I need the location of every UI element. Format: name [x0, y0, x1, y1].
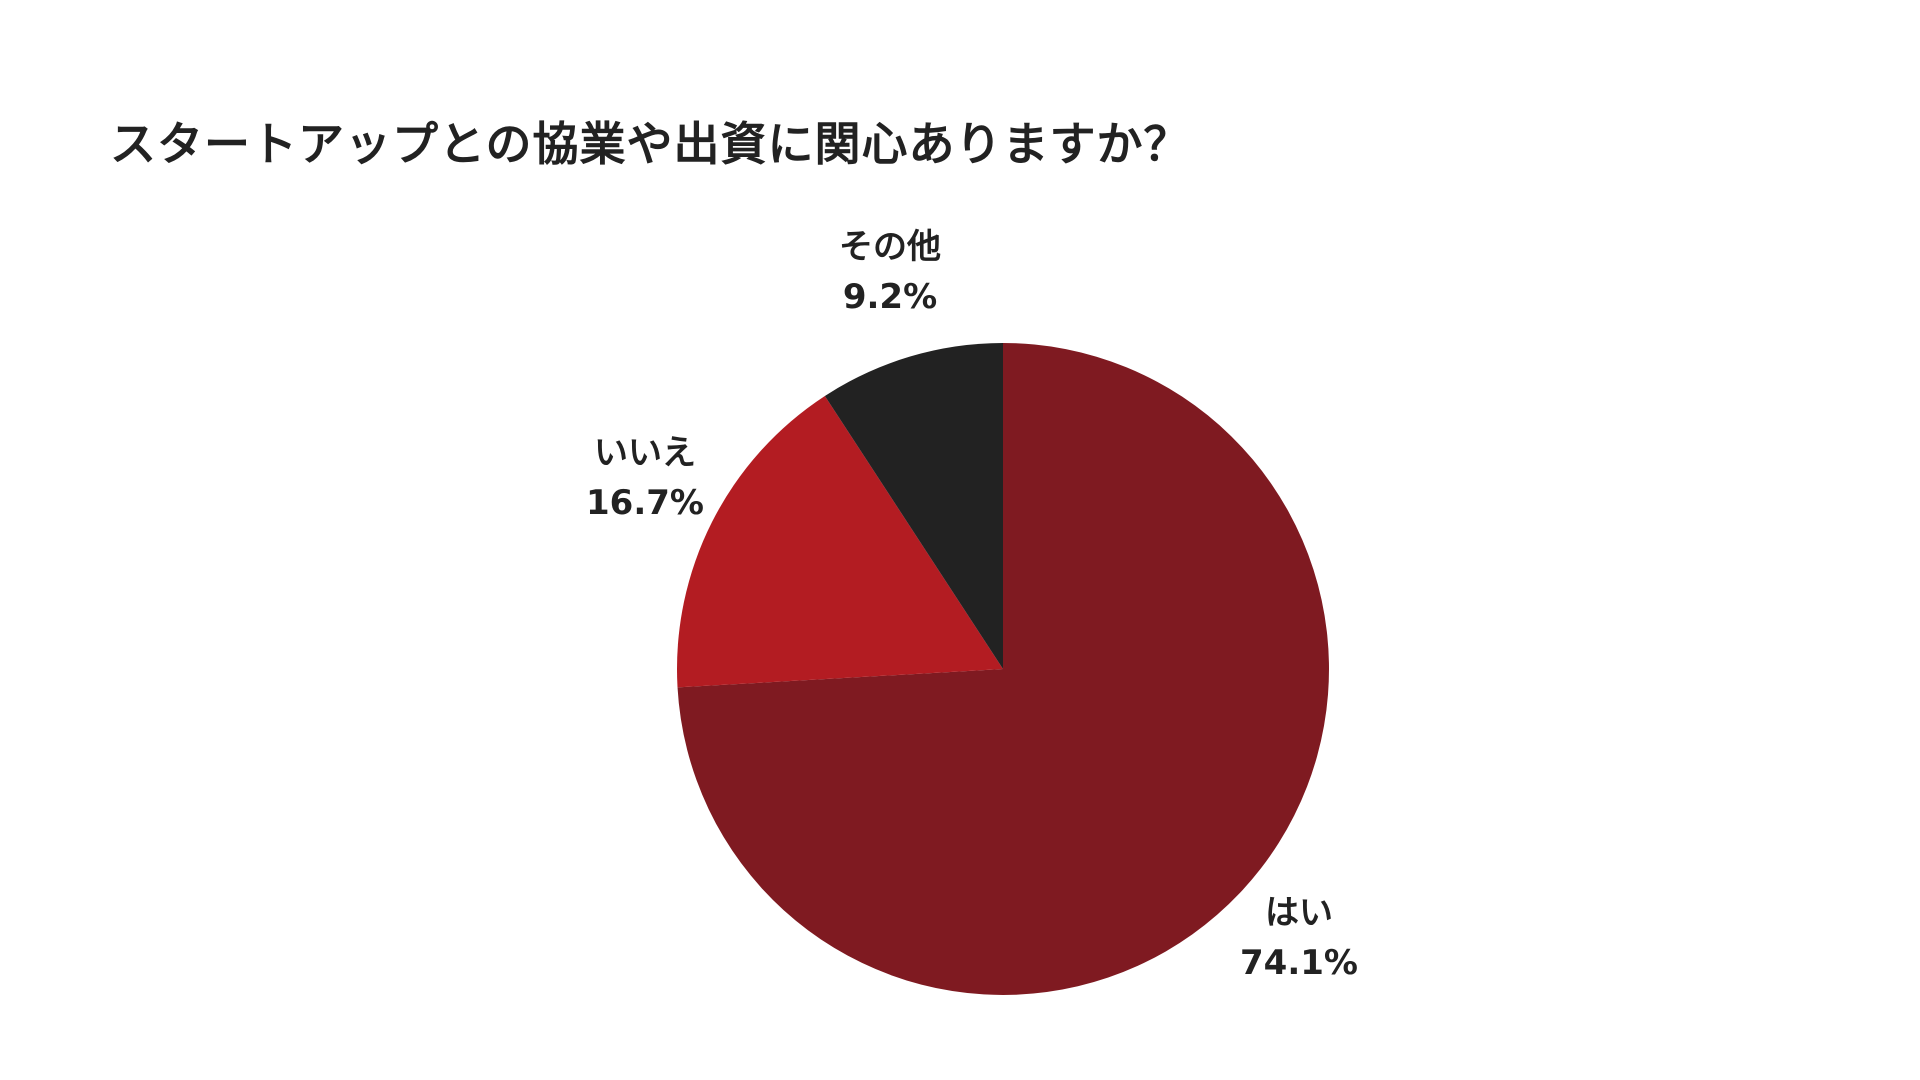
pie-slice-3 — [824, 343, 1003, 669]
slice-value-label: 16.7% — [586, 483, 704, 523]
pie-slice-2 — [677, 395, 1003, 688]
pie-slices — [677, 343, 1329, 995]
slice-value-label: 9.2% — [843, 277, 937, 317]
slice-category-label: はい — [1265, 893, 1333, 933]
chart-title: スタートアップとの協業や出資に関心ありますか？ — [110, 117, 1191, 171]
pie-slice-1 — [677, 343, 1329, 995]
slice-value-label: 74.1% — [1240, 943, 1358, 983]
slice-category-label: いいえ — [594, 433, 696, 473]
slice-category-label: その他 — [839, 227, 941, 267]
slice-labels: はい 74.1% いいえ 16.7% その他 9.2% — [586, 227, 1358, 983]
